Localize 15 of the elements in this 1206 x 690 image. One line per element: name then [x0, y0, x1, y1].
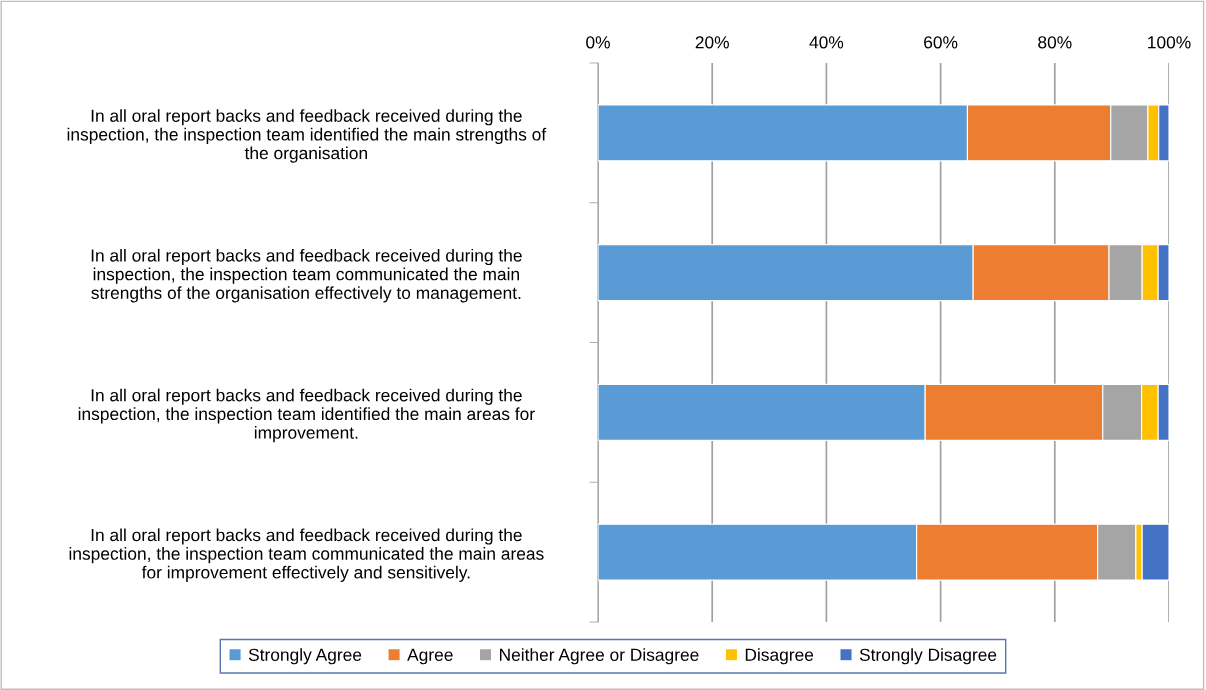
legend-label: Disagree — [745, 648, 814, 665]
legend-label: Strongly Disagree — [859, 648, 997, 665]
y-tick-label: In all oral report backs and feedback received during the inspection, the inspection team communicated the main areas for improvement effectively and sensitively. — [69, 528, 544, 582]
y-tick-label: In all oral report backs and feedback received during the inspection, the inspection team identified the main areas for improvement. — [78, 388, 535, 443]
legend-label: Neither Agree or Disagree — [499, 648, 699, 665]
x-tick-label: 20% — [695, 36, 729, 49]
x-tick-label: 0% — [586, 36, 610, 49]
y-tick-label: In all oral report backs and feedback received during the inspection, the inspection team identified the main strengths of the organisation — [67, 109, 547, 163]
x-tick-label: 80% — [1038, 36, 1072, 49]
x-tick-label: 100% — [1148, 36, 1191, 49]
x-tick-label: 60% — [924, 36, 958, 49]
legend-label: Strongly Agree — [248, 648, 362, 665]
legend-label: Agree — [407, 648, 453, 665]
y-tick-label: In all oral report backs and feedback received during the inspection, the inspection team communicated the main strengths of the organisation effectively to management. — [91, 248, 522, 303]
x-tick-label: 40% — [809, 36, 844, 49]
